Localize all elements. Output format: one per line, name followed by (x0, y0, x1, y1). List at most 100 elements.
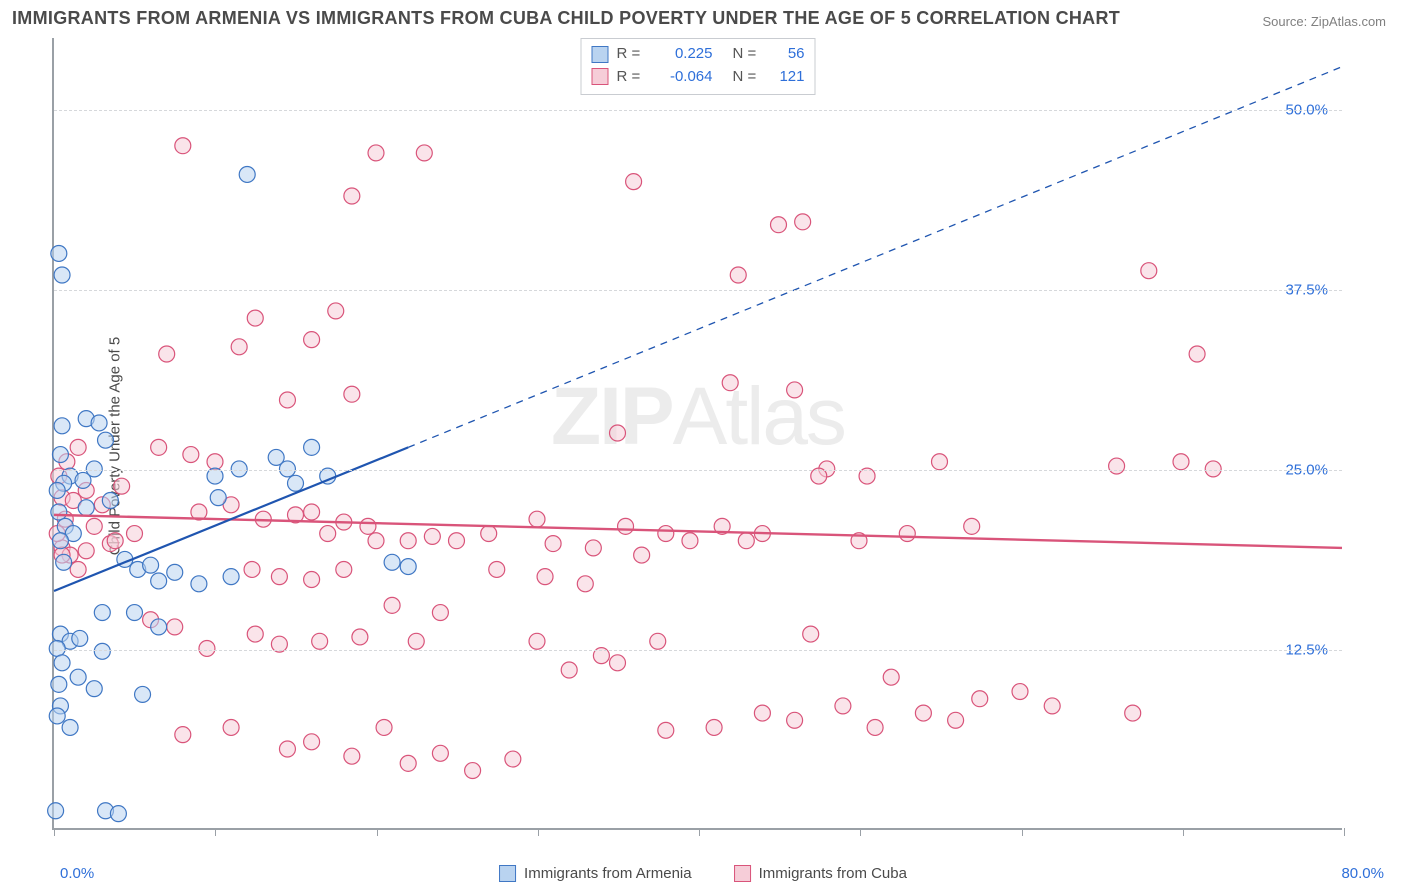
data-point (1205, 461, 1221, 477)
data-point (70, 669, 86, 685)
data-point (94, 643, 110, 659)
data-point (51, 676, 67, 692)
data-point (151, 439, 167, 455)
data-point (167, 564, 183, 580)
data-point (52, 533, 68, 549)
x-tick (699, 828, 700, 836)
data-point (400, 559, 416, 575)
data-point (52, 447, 68, 463)
chart-title: IMMIGRANTS FROM ARMENIA VS IMMIGRANTS FR… (12, 8, 1120, 29)
x-tick (215, 828, 216, 836)
data-point (207, 454, 223, 470)
legend-swatch-cuba (734, 865, 751, 882)
data-point (964, 518, 980, 534)
data-point (86, 518, 102, 534)
x-tick (1183, 828, 1184, 836)
data-point (771, 217, 787, 233)
data-point (78, 543, 94, 559)
data-point (54, 267, 70, 283)
plot-area: ZIPAtlas R = 0.225 N = 56 R = -0.064 N =… (52, 38, 1342, 830)
data-point (279, 392, 295, 408)
data-point (1141, 263, 1157, 279)
data-point (72, 630, 88, 646)
r-label: R = (617, 43, 647, 66)
data-point (51, 504, 67, 520)
data-point (1012, 684, 1028, 700)
data-point (49, 708, 65, 724)
data-point (449, 533, 465, 549)
gridline (54, 650, 1342, 651)
r-value-cuba: -0.064 (655, 66, 713, 89)
data-point (304, 504, 320, 520)
data-point (191, 576, 207, 592)
data-point (175, 138, 191, 154)
data-point (344, 386, 360, 402)
data-point (384, 597, 400, 613)
data-point (618, 518, 634, 534)
data-point (424, 528, 440, 544)
data-point (127, 526, 143, 542)
data-point (151, 619, 167, 635)
data-point (312, 633, 328, 649)
legend-label-armenia: Immigrants from Armenia (524, 865, 692, 882)
data-point (1189, 346, 1205, 362)
data-point (626, 174, 642, 190)
data-point (56, 554, 72, 570)
data-point (304, 439, 320, 455)
data-point (127, 605, 143, 621)
data-point (94, 605, 110, 621)
data-point (223, 569, 239, 585)
data-point (722, 375, 738, 391)
data-point (199, 640, 215, 656)
data-point (867, 719, 883, 735)
data-point (328, 303, 344, 319)
x-axis-end-label: 80.0% (1341, 865, 1384, 882)
data-point (271, 569, 287, 585)
data-point (107, 533, 123, 549)
data-point (102, 493, 118, 509)
data-point (344, 188, 360, 204)
data-point (835, 698, 851, 714)
data-point (91, 415, 107, 431)
gridline (54, 110, 1342, 111)
legend-swatch-armenia (499, 865, 516, 882)
data-point (368, 533, 384, 549)
data-point (634, 547, 650, 563)
data-point (400, 533, 416, 549)
data-point (86, 681, 102, 697)
data-point (143, 557, 159, 573)
data-point (223, 719, 239, 735)
data-point (51, 245, 67, 261)
data-point (98, 432, 114, 448)
data-point (529, 511, 545, 527)
data-point (738, 533, 754, 549)
stats-row-cuba: R = -0.064 N = 121 (592, 66, 805, 89)
x-tick (1344, 828, 1345, 836)
data-point (803, 626, 819, 642)
data-point (231, 461, 247, 477)
data-point (70, 561, 86, 577)
data-point (304, 332, 320, 348)
data-point (368, 145, 384, 161)
data-point (400, 755, 416, 771)
x-tick (377, 828, 378, 836)
data-point (360, 518, 376, 534)
data-point (932, 454, 948, 470)
data-point (432, 745, 448, 761)
data-point (320, 526, 336, 542)
data-point (658, 526, 674, 542)
data-point (489, 561, 505, 577)
data-point (288, 475, 304, 491)
data-point (62, 719, 78, 735)
data-point (787, 382, 803, 398)
data-point (529, 633, 545, 649)
data-point (537, 569, 553, 585)
data-point (247, 626, 263, 642)
data-point (610, 655, 626, 671)
data-point (505, 751, 521, 767)
data-point (114, 478, 130, 494)
n-value-cuba: 121 (769, 66, 805, 89)
data-point (54, 418, 70, 434)
data-point (408, 633, 424, 649)
data-point (78, 500, 94, 516)
